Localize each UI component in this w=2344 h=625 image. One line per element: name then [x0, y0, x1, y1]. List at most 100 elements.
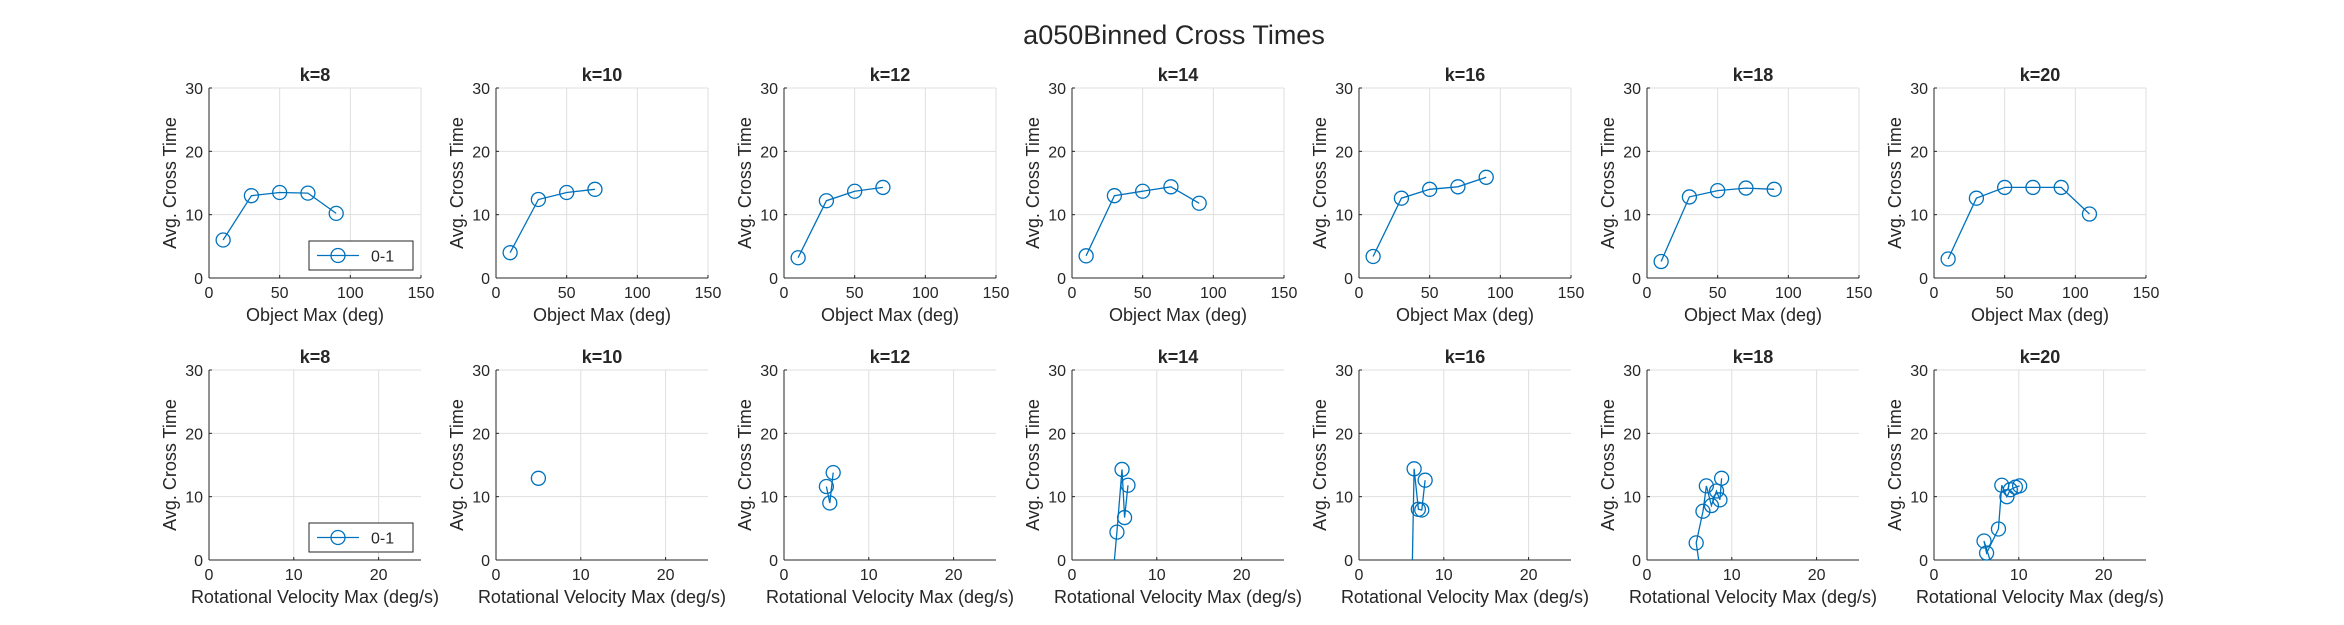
data-point [1997, 179, 2013, 196]
y-axis-label: Avg. Cross Time [1598, 399, 1618, 531]
data-point [1766, 181, 1782, 197]
data-point [1393, 190, 1410, 206]
y-tick-label: 20 [760, 144, 778, 161]
data-point [243, 188, 260, 204]
y-tick-label: 30 [472, 363, 490, 380]
subplot-title: k=10 [582, 347, 623, 367]
figure-title: a050Binned Cross Times [1023, 20, 1325, 50]
plot-area [1359, 88, 1571, 278]
x-tick-label: 0 [492, 285, 501, 302]
data-point [2025, 179, 2041, 196]
x-tick-label: 100 [1775, 285, 1802, 302]
data-point [2011, 478, 2028, 494]
subplot-title: k=8 [300, 65, 331, 85]
x-tick-label: 0 [780, 285, 789, 302]
plot-area [784, 88, 996, 278]
y-tick-label: 0 [769, 553, 778, 570]
data-point [1710, 182, 1726, 199]
plot-area [1072, 370, 1284, 560]
plot-area [1647, 370, 1859, 560]
legend-marker [330, 529, 346, 546]
x-tick-label: 20 [1808, 567, 1826, 584]
series-line [1372, 176, 1487, 257]
x-tick-label: 100 [1200, 285, 1227, 302]
data-point [1978, 545, 1995, 561]
y-axis-label: Avg. Cross Time [1885, 117, 1905, 249]
y-axis-label: Avg. Cross Time [735, 399, 755, 531]
x-axis-label: Object Max (deg) [246, 305, 384, 325]
y-axis-label: Avg. Cross Time [1885, 399, 1905, 531]
subplot-object-max-k=8: 0 50 100 150 0 10 20 30 k=8 Object Max (deg) Avg. … [160, 65, 434, 325]
x-tick-label: 0 [1930, 285, 1939, 302]
data-point [1976, 533, 1992, 549]
y-tick-label: 0 [769, 271, 778, 288]
x-tick-label: 150 [695, 285, 722, 302]
data-point [1163, 179, 1179, 195]
y-tick-label: 0 [194, 553, 203, 570]
y-axis-label: Avg. Cross Time [160, 399, 180, 531]
subplot-title: k=16 [1445, 65, 1486, 85]
y-tick-label: 0 [1632, 553, 1641, 570]
y-tick-label: 30 [1623, 81, 1641, 98]
data-point [1990, 521, 2007, 537]
data-point [818, 193, 835, 209]
x-tick-label: 10 [2010, 567, 2028, 584]
subplot-object-max-k=10: 0 50 100 150 0 10 20 30 k=10 Object Max (deg) Avg.… [447, 65, 721, 325]
plot-area [1934, 88, 2146, 278]
y-tick-label: 0 [1344, 271, 1353, 288]
y-tick-label: 10 [1623, 208, 1641, 225]
x-tick-label: 0 [1068, 285, 1077, 302]
x-tick-label: 10 [1148, 567, 1166, 584]
x-tick-label: 150 [1846, 285, 1873, 302]
x-tick-label: 50 [846, 285, 864, 302]
data-point [530, 470, 547, 486]
data-point [1450, 179, 1466, 195]
x-axis-label: Rotational Velocity Max (deg/s) [478, 587, 726, 607]
plot-area [496, 370, 708, 560]
data-point [1703, 497, 1720, 514]
y-tick-label: 10 [1335, 490, 1353, 507]
y-axis-label: Avg. Cross Time [735, 117, 755, 249]
y-tick-label: 0 [481, 271, 490, 288]
data-point [822, 495, 838, 511]
x-tick-label: 10 [1435, 567, 1453, 584]
data-point [1999, 489, 2015, 505]
x-tick-label: 20 [2095, 567, 2113, 584]
subplot-title: k=8 [300, 347, 331, 367]
x-tick-label: 20 [370, 567, 388, 584]
subplot-object-max-k=14: 0 50 100 150 0 10 20 30 k=14 Object Max (deg) Avg.… [1023, 65, 1297, 325]
data-point [1406, 461, 1422, 477]
subplot-title: k=12 [870, 65, 911, 85]
y-tick-label: 30 [1335, 363, 1353, 380]
y-tick-label: 30 [1623, 363, 1641, 380]
y-tick-label: 20 [1623, 426, 1641, 443]
data-point [1695, 503, 1711, 519]
x-tick-label: 150 [408, 285, 435, 302]
x-tick-label: 0 [780, 567, 789, 584]
y-axis-label: Avg. Cross Time [160, 117, 180, 249]
subplot-title: k=12 [870, 347, 911, 367]
y-tick-label: 0 [1057, 271, 1066, 288]
data-point [847, 183, 863, 199]
x-tick-label: 20 [945, 567, 963, 584]
y-tick-label: 0 [481, 553, 490, 570]
subplot-object-max-k=18: 0 50 100 150 0 10 20 30 k=18 Object Max (deg) Avg.… [1598, 65, 1872, 325]
data-point [1712, 492, 1728, 508]
x-tick-label: 150 [1271, 285, 1298, 302]
data-point [530, 191, 547, 208]
x-tick-label: 10 [860, 567, 878, 584]
y-tick-label: 20 [472, 426, 490, 443]
x-tick-label: 0 [1930, 567, 1939, 584]
data-point [1681, 189, 1698, 205]
data-point [1191, 195, 1207, 211]
y-axis-label: Avg. Cross Time [1023, 117, 1043, 249]
data-point [1653, 253, 1669, 270]
y-axis-label: Avg. Cross Time [1598, 117, 1618, 249]
data-point [300, 185, 316, 201]
y-tick-label: 10 [1048, 490, 1066, 507]
y-tick-label: 30 [760, 363, 778, 380]
series-line [1695, 478, 1723, 560]
data-point [587, 181, 603, 197]
x-tick-label: 50 [1134, 285, 1152, 302]
